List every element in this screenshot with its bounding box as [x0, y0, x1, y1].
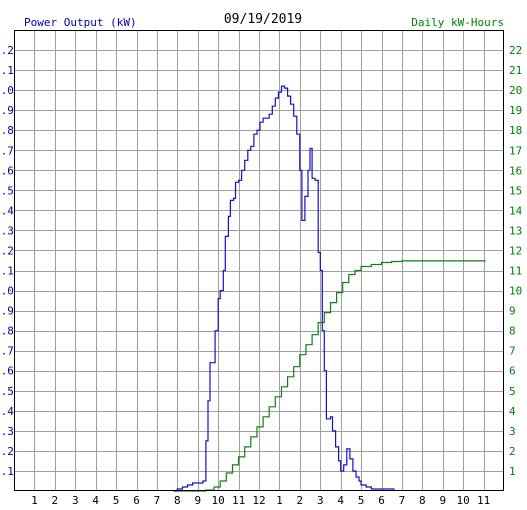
x-tick-label: 8 [174, 494, 181, 507]
right-tick-label: 16 [509, 164, 522, 177]
x-tick-label: 3 [72, 494, 79, 507]
right-tick-label: 22 [509, 44, 522, 57]
left-tick-label: 0.4 [0, 405, 14, 418]
x-axis-ticks: 1 2 3 4 5 6 7 8 9 10 11 12 1 2 3 4 5 6 7 8 9 10 11 [31, 494, 490, 507]
right-tick-label: 5 [509, 385, 516, 398]
x-tick-label: 2 [52, 494, 59, 507]
right-tick-label: 4 [509, 405, 516, 418]
left-tick-label: 1.7 [0, 144, 14, 157]
x-tick-label: 9 [439, 494, 446, 507]
x-tick-label: 12 [252, 494, 265, 507]
left-tick-label: 0.5 [0, 385, 14, 398]
x-tick-label: 8 [419, 494, 426, 507]
left-tick-label: 0.1 [0, 465, 14, 478]
left-tick-label: 1.5 [0, 184, 14, 197]
right-tick-label: 21 [509, 64, 522, 77]
left-tick-label: 0.7 [0, 345, 14, 358]
left-tick-label: 0.3 [0, 425, 14, 438]
plot-frame [14, 30, 504, 491]
x-tick-label: 9 [194, 494, 201, 507]
right-tick-label: 20 [509, 84, 522, 97]
left-tick-label: 1.3 [0, 224, 14, 237]
left-tick-label: 1.9 [0, 104, 14, 117]
left-axis-ticks: 0.1 0.2 0.3 0.4 0.5 0.6 0.7 0.8 0.9 1.0 1.1 1.2 1.3 1… [0, 44, 14, 478]
x-tick-label: 1 [31, 494, 38, 507]
x-tick-label: 7 [399, 494, 406, 507]
right-tick-label: 15 [509, 184, 522, 197]
x-tick-label: 11 [477, 494, 490, 507]
left-tick-label: 1.8 [0, 124, 14, 137]
right-tick-label: 3 [509, 425, 516, 438]
daily-kwh-line [177, 260, 486, 492]
right-tick-label: 14 [509, 204, 523, 217]
left-tick-label: 1.1 [0, 265, 14, 278]
left-tick-label: 0.2 [0, 445, 14, 458]
chart-date: 09/19/2019 [224, 12, 302, 27]
grid [14, 30, 504, 491]
right-tick-label: 18 [509, 124, 522, 137]
x-tick-label: 4 [92, 494, 99, 507]
x-tick-label: 1 [276, 494, 283, 507]
left-tick-label: 0.8 [0, 325, 14, 338]
right-tick-label: 8 [509, 325, 516, 338]
left-tick-label: 1.6 [0, 164, 14, 177]
left-tick-label: 1.2 [0, 244, 14, 257]
left-tick-label: 2.2 [0, 44, 14, 57]
right-tick-label: 19 [509, 104, 522, 117]
left-tick-label: 2.1 [0, 64, 14, 77]
right-tick-label: 6 [509, 365, 516, 378]
right-tick-label: 11 [509, 265, 522, 278]
x-tick-label: 10 [457, 494, 470, 507]
right-tick-label: 7 [509, 345, 516, 358]
right-tick-label: 12 [509, 244, 522, 257]
left-tick-label: 1.4 [0, 204, 14, 217]
right-tick-label: 10 [509, 285, 522, 298]
right-axis-title: Daily kW-Hours [411, 16, 504, 29]
x-tick-label: 4 [337, 494, 344, 507]
x-tick-label: 5 [358, 494, 365, 507]
left-tick-label: 0.9 [0, 305, 14, 318]
right-tick-label: 17 [509, 144, 522, 157]
left-axis-title: Power Output (kW) [24, 16, 137, 29]
left-tick-label: 1.0 [0, 285, 14, 298]
right-tick-label: 2 [509, 445, 516, 458]
x-tick-label: 11 [232, 494, 245, 507]
power-output-line [173, 85, 395, 492]
x-tick-label: 5 [113, 494, 120, 507]
x-tick-label: 10 [212, 494, 225, 507]
right-tick-label: 13 [509, 224, 522, 237]
x-tick-label: 3 [317, 494, 324, 507]
x-tick-label: 7 [154, 494, 161, 507]
x-tick-label: 6 [378, 494, 385, 507]
x-tick-label: 6 [133, 494, 140, 507]
series-lines [173, 85, 486, 492]
x-tick-label: 2 [297, 494, 304, 507]
left-tick-label: 0.6 [0, 365, 14, 378]
right-tick-label: 1 [509, 465, 516, 478]
right-tick-label: 9 [509, 305, 516, 318]
left-tick-label: 2.0 [0, 84, 14, 97]
